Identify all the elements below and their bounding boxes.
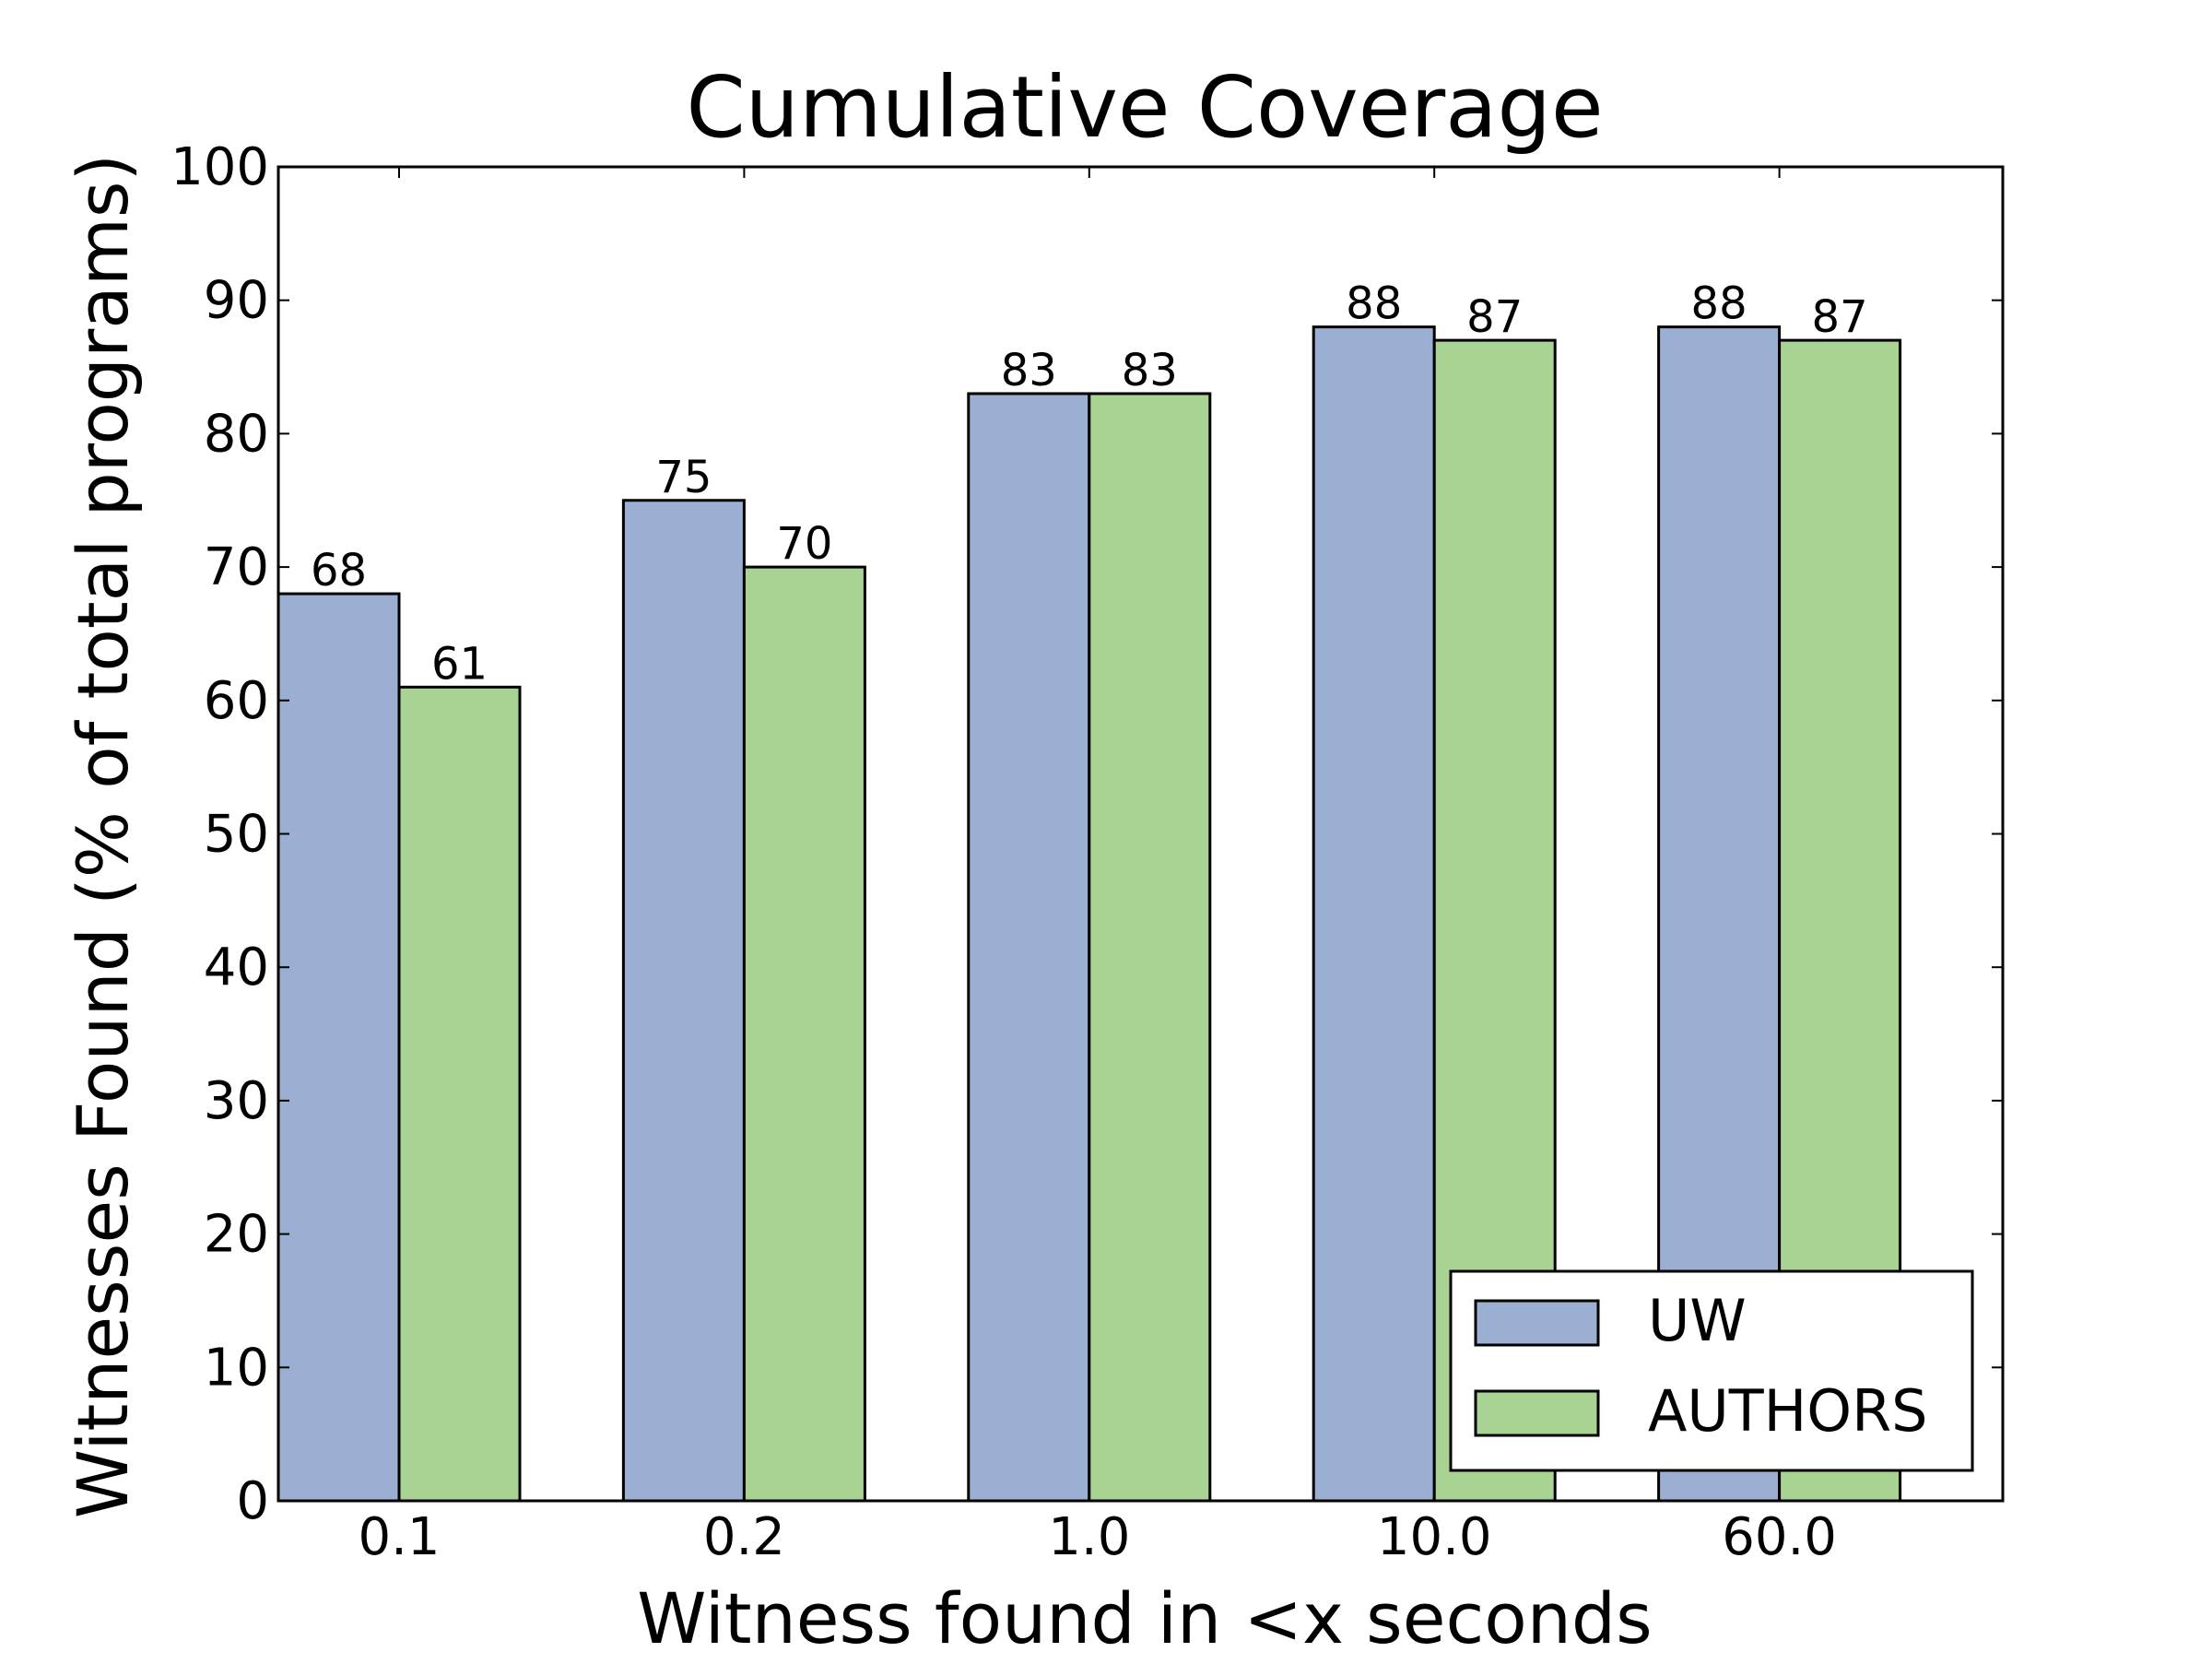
data-label-authors-0.1: 61 [431,638,488,690]
plot-frame [276,165,2005,1503]
y-tick-label-10: 10 [204,1338,269,1398]
x-tick-label-10.0: 10.0 [1377,1507,1492,1567]
legend: UW AUTHORS [1449,1269,1974,1472]
bar-authors-0.1 [397,685,522,1503]
x-axis-label: Witness found in <x seconds [637,1577,1653,1659]
data-label-uw-10.0: 88 [1346,278,1402,330]
data-label-uw-1.0: 83 [1001,345,1057,396]
x-tick-label-1.0: 1.0 [1048,1507,1130,1567]
bar-uw-0.1 [276,592,401,1503]
y-tick-label-90: 90 [204,271,269,331]
data-label-uw-60.0: 88 [1691,278,1747,330]
y-tick-label-30: 30 [204,1071,269,1131]
data-label-authors-1.0: 83 [1122,345,1178,396]
y-tick-label-100: 100 [171,137,269,197]
legend-label-authors: AUTHORS [1648,1377,1928,1445]
bar-uw-1.0 [967,392,1091,1503]
bar-uw-10.0 [1312,325,1436,1503]
legend-swatch-authors [1474,1389,1600,1437]
bar-uw-0.2 [621,499,746,1503]
y-tick-label-0: 0 [236,1471,269,1531]
y-axis-label: Witnesses Found (% of total programs) [62,154,144,1518]
legend-swatch-uw [1474,1299,1600,1347]
data-label-authors-10.0: 87 [1466,291,1523,343]
y-tick-label-20: 20 [204,1205,269,1265]
x-tick-label-0.1: 0.1 [358,1507,440,1567]
data-label-authors-0.2: 70 [776,518,832,570]
chart-title: Cumulative Coverage [686,58,1603,157]
y-tick-label-40: 40 [204,938,269,997]
y-tick-label-60: 60 [204,671,269,731]
x-tick-label-60.0: 60.0 [1722,1507,1837,1567]
data-label-authors-60.0: 87 [1812,291,1868,343]
data-label-uw-0.1: 68 [311,545,367,596]
y-tick-label-50: 50 [204,805,269,865]
y-tick-label-80: 80 [204,404,269,464]
legend-label-uw: UW [1648,1287,1747,1354]
x-tick-label-0.2: 0.2 [703,1507,785,1567]
bar-authors-1.0 [1088,392,1212,1503]
y-tick-label-70: 70 [204,537,269,597]
data-label-uw-0.2: 75 [655,452,712,503]
bar-authors-0.2 [742,565,866,1503]
